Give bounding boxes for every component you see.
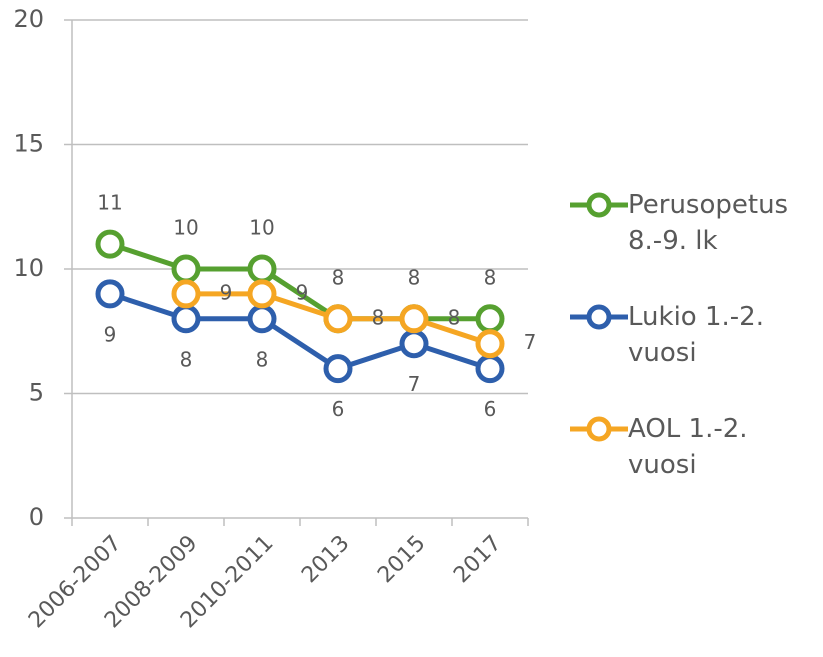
marker [247, 279, 277, 309]
marker [171, 254, 201, 284]
data-label: 9 [104, 322, 117, 346]
marker [475, 329, 505, 359]
x-tick-label: 2015 [373, 531, 430, 588]
data-label: 9 [296, 280, 309, 304]
data-label: 8 [372, 305, 385, 329]
legend-label: Perusopetus 8.-9. lk [628, 190, 789, 256]
legend-marker [586, 304, 612, 330]
y-tick-label: 10 [13, 254, 44, 282]
data-label: 8 [484, 265, 497, 289]
data-label: 6 [484, 397, 497, 421]
legend-label: Lukio 1.-2. vuosi [628, 302, 764, 368]
marker [399, 329, 429, 359]
marker [171, 304, 201, 334]
data-label: 8 [256, 347, 269, 371]
marker [475, 304, 505, 334]
data-label: 8 [180, 347, 193, 371]
data-label: 7 [408, 372, 421, 396]
data-label: 10 [173, 216, 198, 240]
data-label: 8 [408, 265, 421, 289]
x-tick-label: 2017 [449, 531, 506, 588]
legend-marker [586, 416, 612, 442]
marker [247, 304, 277, 334]
data-label: 6 [332, 397, 345, 421]
legend-marker [586, 192, 612, 218]
data-label: 10 [249, 216, 274, 240]
data-label: 11 [97, 191, 122, 215]
data-label: 8 [448, 305, 461, 329]
y-tick-label: 0 [29, 503, 44, 531]
marker [323, 354, 353, 384]
marker [323, 304, 353, 334]
marker [399, 304, 429, 334]
y-tick-label: 20 [13, 5, 44, 33]
marker [171, 279, 201, 309]
y-tick-label: 15 [13, 130, 44, 158]
data-label: 7 [524, 330, 537, 354]
marker [475, 354, 505, 384]
data-label: 8 [332, 265, 345, 289]
marker [95, 229, 125, 259]
marker [95, 279, 125, 309]
data-label: 9 [220, 280, 233, 304]
x-tick-label: 2013 [297, 531, 354, 588]
legend-label: AOL 1.-2. vuosi [628, 414, 748, 480]
marker [247, 254, 277, 284]
y-tick-label: 5 [29, 379, 44, 407]
